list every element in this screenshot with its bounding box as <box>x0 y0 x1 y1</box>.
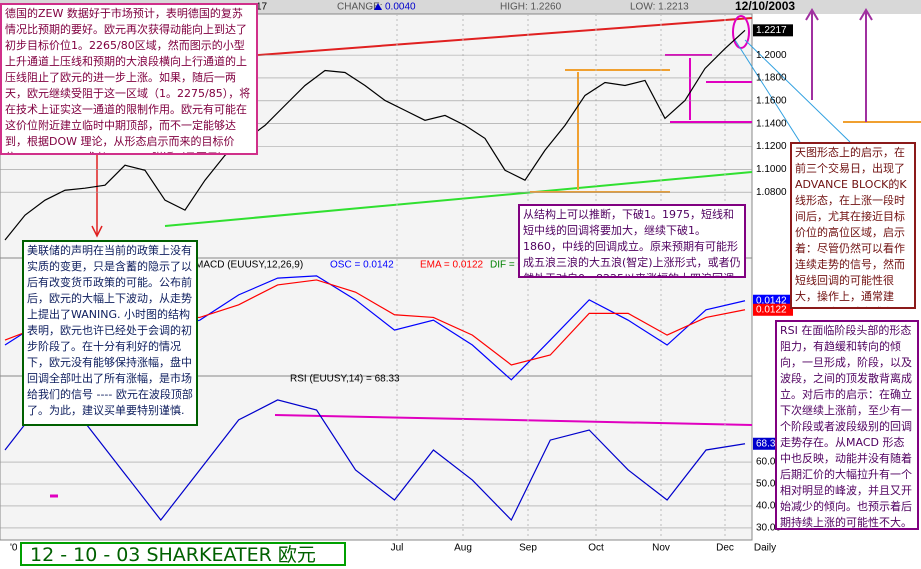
low: LOW: 1.2213 <box>630 2 689 13</box>
last-value-label: 68.33 <box>756 438 781 449</box>
change-label: CHANGE: <box>337 2 383 13</box>
y-tick-label: 40.00 <box>756 501 781 512</box>
x-tick-label: Oct <box>588 543 604 554</box>
panel-annotation: DIF = 0 <box>490 260 524 271</box>
y-tick-label: 1.1600 <box>756 95 787 106</box>
last-value-box <box>753 24 793 37</box>
x-tick-label: Nov <box>652 543 670 554</box>
y-tick-label: 1.1400 <box>756 118 787 129</box>
y-tick-label: 1.0800 <box>756 187 787 198</box>
annotation: 德国的ZEW 数据好于市场预计，表明德国的复苏情况比预期的要好。欧元再次获得动能… <box>0 3 258 155</box>
x-tick-label: Daily <box>754 543 776 554</box>
y-tick-label: 1.1000 <box>756 164 787 175</box>
y-tick-label: 30.00 <box>756 523 781 534</box>
annotation: RSI 在面临阶段头部的形态阻力，有趋缓和转向的倾向，一旦形成，阶段，以及波段，… <box>775 320 919 530</box>
y-tick-label: 1.1800 <box>756 73 787 84</box>
y-tick-label: 50.00 <box>756 479 781 490</box>
panel-title: RSI (EUUSY,14) = 68.33 <box>290 374 400 385</box>
annotation: 美联储的声明在当前的政策上没有实质的变更，只是含蓄的隐示了以后有改变货币政策的可… <box>22 240 198 426</box>
pointer-arrow <box>91 155 103 238</box>
header-fragment: 17 <box>256 2 268 13</box>
footer-title: 12 - 10 - 03 SHARKEATER 欧元 <box>20 542 346 566</box>
last-value-box <box>753 303 793 316</box>
series-line <box>4 29 746 241</box>
y-tick-label: 1.1200 <box>756 141 787 152</box>
last-value-label: 0.0122 <box>756 304 787 315</box>
last-value-label: 1.2217 <box>756 25 787 36</box>
y-tick-label: 60.00 <box>756 457 781 468</box>
y-tick-label: 1.2000 <box>756 50 787 61</box>
last-value-box <box>753 294 793 307</box>
series-line <box>4 399 746 522</box>
x-tick-label: '0 <box>10 543 18 554</box>
panel-annotation: EMA = 0.0122 <box>420 260 484 271</box>
last-value-label: 0.0142 <box>756 295 787 306</box>
x-tick-label: Sep <box>519 543 537 554</box>
trendline <box>164 171 753 227</box>
x-tick-label: Aug <box>454 543 472 554</box>
date: 12/10/2003 <box>735 0 795 13</box>
pointer-lines <box>734 39 851 143</box>
change-value: 0.0040 <box>385 2 416 13</box>
target-arrows <box>805 8 873 122</box>
x-tick-label: Jul <box>391 543 404 554</box>
panel-title: MACD (EUUSY,12,26,9) <box>195 260 303 271</box>
annotation: 从结构上可以推断，下破1。1975，短线和短中线的回调将要加大，继续下破1。18… <box>518 204 746 278</box>
up-arrow <box>374 3 382 10</box>
panel-annotation: OSC = 0.0142 <box>330 260 394 271</box>
x-tick-label: Dec <box>716 543 734 554</box>
annotation: 天图形态上的启示，在前三个交易日，出现了ADVANCE BLOCK的K线形态，在… <box>790 142 916 309</box>
high: HIGH: 1.2260 <box>500 2 562 13</box>
trendline <box>164 17 753 63</box>
